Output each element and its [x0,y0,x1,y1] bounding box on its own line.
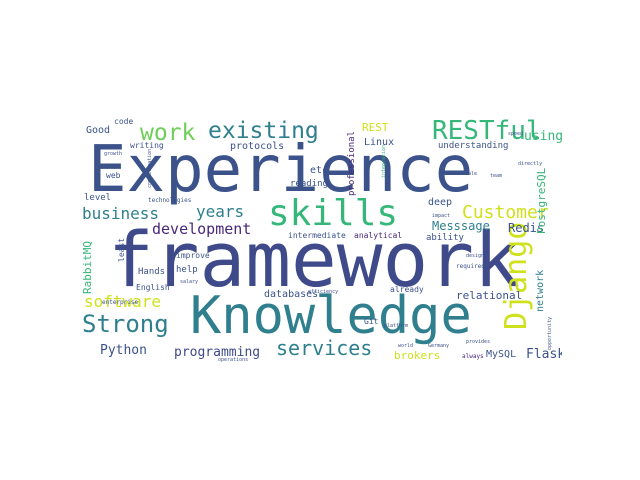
word-brokers: brokers [394,349,441,362]
word-using: using [524,129,562,144]
word-experience: Experience [88,133,474,207]
word-postgresql: PostgreSQL [535,167,548,234]
word-python: Python [100,343,147,358]
word-provides: provides [466,339,491,345]
word-django: Django [499,221,534,330]
word-integration: integration [381,144,387,178]
word-analytical: analytical [354,231,403,240]
word-existing: existing [208,118,319,144]
word-web: web [106,171,121,180]
word-required: required [456,263,485,270]
word-already: already [390,285,424,294]
word-skills: skills [268,193,399,234]
word-scale: scale [462,171,478,177]
word-least: least [117,237,126,262]
word-directly: directly [518,161,543,167]
word-git: Git [364,317,379,326]
word-etc: etc [310,165,329,176]
word-network: network [535,269,546,312]
word-understanding: understanding [438,141,509,151]
word-rabbitmq: RabbitMQ [81,241,94,294]
word-software: software [84,292,162,311]
word-rest: REST [362,121,389,134]
word-ability: ability [426,233,464,243]
word-impact: impact [432,213,451,219]
word-intermediate: intermediate [288,231,346,240]
word-operations: operations [218,357,249,363]
word-english: English [136,283,170,292]
word-development: development [152,220,252,238]
word-level: level [84,193,112,203]
word-efficiency: efficiency [308,289,339,295]
word-programming: programming [174,345,261,360]
word-enterprise: enterprise [102,299,139,306]
word-germany: Germany [428,343,450,349]
word-services: services [276,336,373,360]
word-help: help [176,265,198,275]
word-improve: improve [176,251,210,260]
word-redis: Redis [508,221,545,235]
word-code: code [114,118,134,126]
word-good: Good [86,125,111,136]
word-hands: Hands [138,267,166,277]
word-relational: relational [456,289,523,302]
word-strong: Strong [82,310,169,338]
word-growth: growth [104,151,123,157]
word-work: work [140,120,196,146]
word-professional: professional [347,130,357,196]
word-business: business [82,204,160,223]
word-framework: framework [108,215,520,304]
word-restful: RESTful [432,118,542,146]
word-design: design [466,253,485,259]
word-flask: Flask [526,347,562,362]
word-deep: deep [428,197,453,208]
word-writing: writing [130,141,164,150]
word-messsage: Messsage [432,219,490,233]
word-opportunity: opportunity [547,316,553,350]
word-team: team [490,173,503,179]
word-knowledge: Knowledge [190,286,472,346]
word-world: world [398,343,414,349]
word-years: years [196,202,245,221]
word-databases: databases [264,289,319,300]
word-technologies: technologies [148,197,192,204]
word-salary: salary [180,279,199,285]
word-communication: communication [147,148,153,188]
word-reading: reading [290,179,328,189]
word-customer: Customer [462,202,549,223]
word-platform: platform [384,323,409,329]
word-mysql: MySQL [486,349,517,360]
word-protocols: protocols [230,141,285,152]
word-linux: Linux [364,137,395,148]
word-cloud: Experience framework Knowledge skills Dj… [78,118,562,366]
word-always: always [462,353,484,360]
word-speed: speed [508,131,524,137]
